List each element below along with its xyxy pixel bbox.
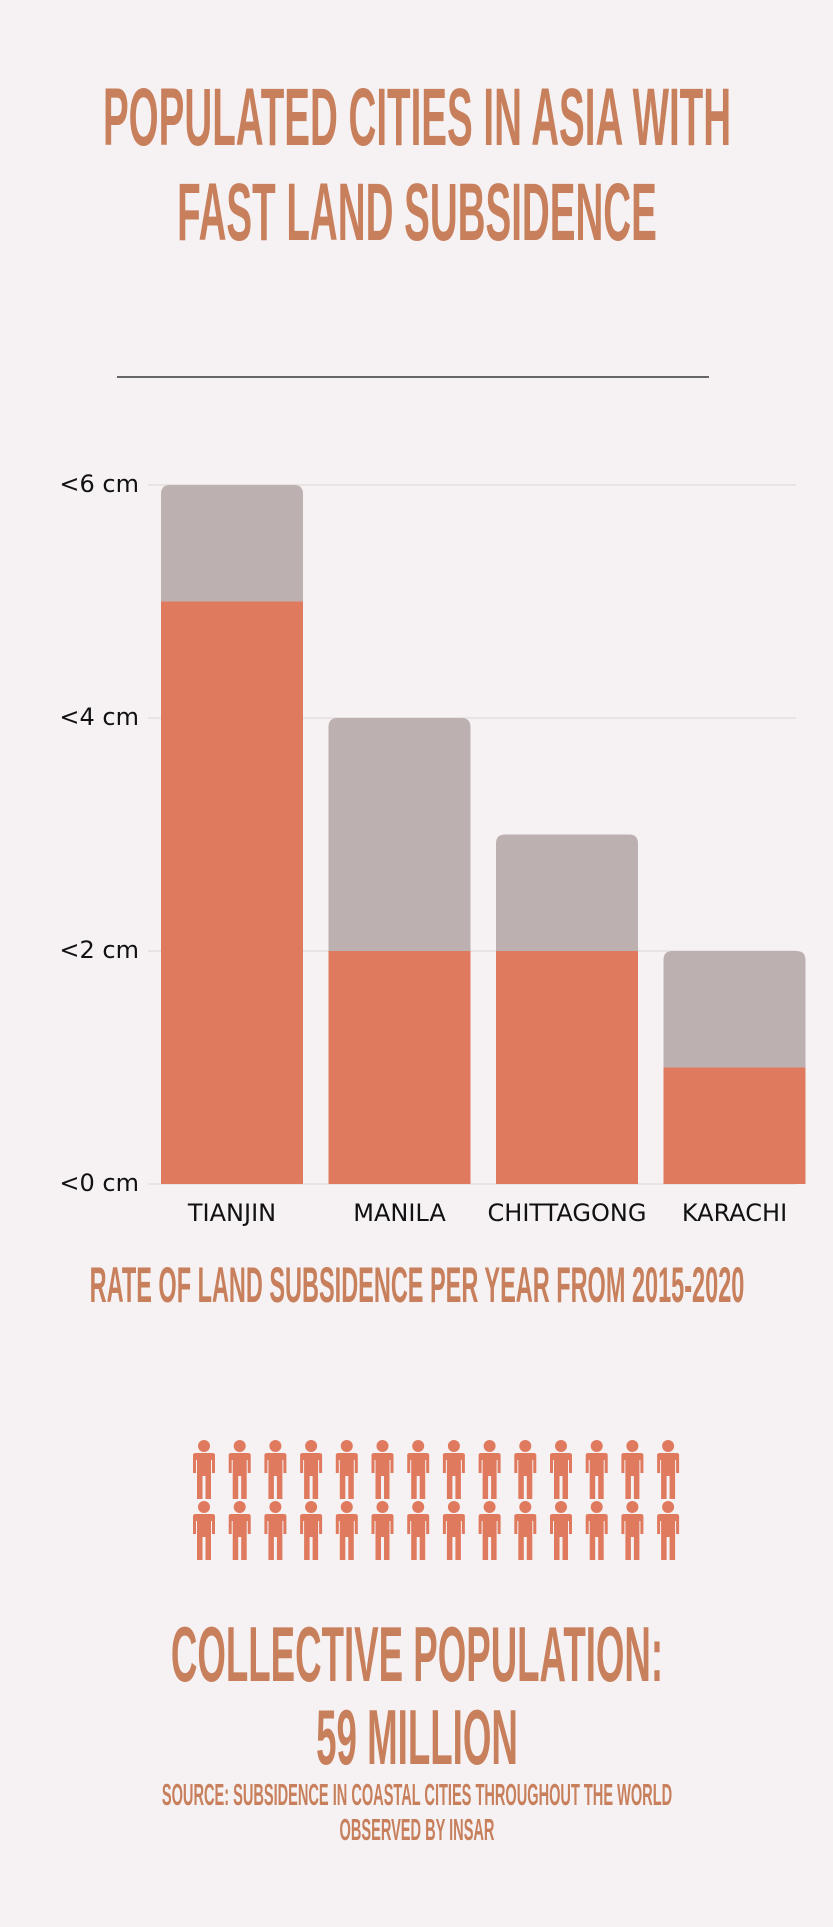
person-body [621, 1453, 644, 1499]
person-head [340, 1440, 353, 1452]
person-head [269, 1501, 282, 1513]
person-head [376, 1501, 389, 1513]
person-head [626, 1440, 639, 1452]
person-body [335, 1514, 358, 1560]
x-tick-label: TIANJIN [187, 1199, 276, 1227]
person-body [657, 1453, 680, 1499]
person-head [626, 1501, 639, 1513]
person-body [193, 1514, 215, 1560]
person-head [376, 1440, 389, 1452]
population-value: 59 MILLION [315, 1693, 518, 1781]
bar-segment [496, 951, 638, 1184]
person-body [514, 1453, 537, 1499]
bar-segment [663, 951, 806, 1068]
person-head [447, 1440, 460, 1452]
person-head [447, 1501, 460, 1513]
y-tick-label: <6 cm [59, 470, 139, 498]
person-body [657, 1514, 680, 1560]
person-head [305, 1501, 318, 1513]
person-head [198, 1501, 210, 1513]
person-body [228, 1514, 251, 1560]
bar-segment [161, 601, 303, 1184]
y-tick-label: <0 cm [59, 1169, 139, 1197]
people-icons [193, 1440, 680, 1560]
person-body [335, 1453, 358, 1499]
person-head [590, 1501, 603, 1513]
x-tick-label: MANILA [353, 1199, 446, 1227]
person-head [555, 1501, 567, 1513]
bar-segment [328, 951, 471, 1184]
bar-segment [161, 485, 303, 602]
person-body [585, 1453, 608, 1499]
person-body [371, 1453, 394, 1499]
person-body [585, 1514, 608, 1560]
chart-title: POPULATED CITIES IN ASIA WITH FAST LAND … [102, 72, 731, 258]
chart-caption: RATE OF LAND SUBSIDENCE PER YEAR FROM 20… [89, 1257, 744, 1313]
person-head [483, 1440, 496, 1452]
person-body [407, 1453, 430, 1499]
person-head [662, 1501, 675, 1513]
person-head [483, 1501, 496, 1513]
person-head [662, 1440, 675, 1452]
person-head [519, 1440, 532, 1452]
x-tick-label: KARACHI [682, 1199, 787, 1227]
x-tick-label: CHITTAGONG [488, 1199, 647, 1227]
person-head [519, 1501, 532, 1513]
person-body [407, 1514, 430, 1560]
y-tick-label: <2 cm [59, 936, 139, 964]
person-head [340, 1501, 353, 1513]
person-head [233, 1501, 246, 1513]
person-head [590, 1440, 603, 1452]
person-body [442, 1453, 465, 1499]
person-body [300, 1453, 323, 1499]
person-body [228, 1453, 251, 1499]
person-body [193, 1453, 215, 1499]
y-tick-label: <4 cm [59, 703, 139, 731]
bar-segment [496, 834, 638, 951]
person-body [371, 1514, 394, 1560]
person-head [305, 1440, 318, 1452]
population-label: COLLECTIVE POPULATION: [170, 1610, 663, 1698]
person-head [412, 1440, 425, 1452]
person-head [269, 1440, 282, 1452]
person-body [621, 1514, 644, 1560]
person-body [264, 1453, 287, 1499]
person-head [412, 1501, 425, 1513]
person-body [478, 1453, 501, 1499]
person-head [555, 1440, 567, 1452]
person-body [442, 1514, 465, 1560]
person-head [198, 1440, 210, 1452]
person-body [550, 1514, 572, 1560]
person-body [550, 1453, 572, 1499]
person-body [514, 1514, 537, 1560]
bar-segment [663, 1067, 806, 1184]
person-body [300, 1514, 323, 1560]
bar-segment [328, 718, 471, 951]
person-body [264, 1514, 287, 1560]
source: SOURCE: SUBSIDENCE IN COASTAL CITIES THR… [161, 1777, 672, 1847]
person-head [233, 1440, 246, 1452]
person-body [478, 1514, 501, 1560]
